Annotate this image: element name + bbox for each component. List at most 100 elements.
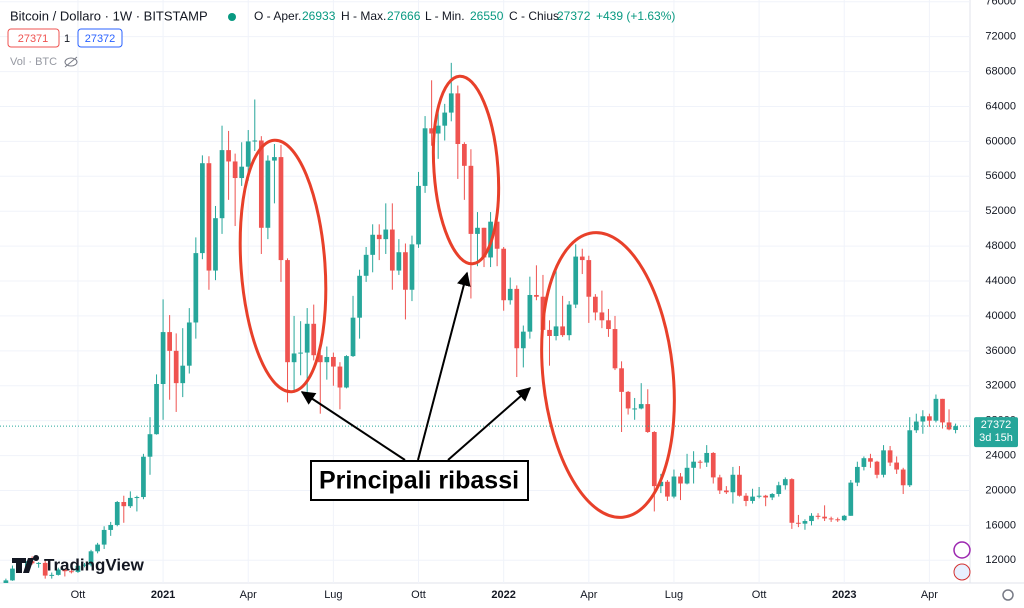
candle-body bbox=[55, 569, 61, 575]
candle-body bbox=[619, 368, 624, 392]
candle-body bbox=[520, 331, 526, 349]
candle-body bbox=[566, 304, 572, 336]
status-dot bbox=[228, 13, 236, 21]
alert-icon[interactable] bbox=[953, 541, 971, 559]
y-tick-label: 12000 bbox=[985, 554, 1016, 566]
candle-body bbox=[481, 227, 487, 258]
arrow bbox=[417, 271, 471, 461]
candle-body bbox=[226, 150, 231, 162]
last-price-value: 27372 bbox=[981, 419, 1012, 431]
candle-body bbox=[291, 353, 297, 363]
y-tick-label: 60000 bbox=[985, 135, 1016, 147]
candle-body bbox=[311, 323, 317, 356]
candle-body bbox=[416, 185, 421, 245]
candle-body bbox=[462, 144, 467, 166]
candle-body bbox=[82, 564, 87, 566]
y-tick-label: 20000 bbox=[985, 484, 1016, 496]
candle-body bbox=[370, 234, 376, 255]
candle-body bbox=[769, 493, 775, 498]
ask-box[interactable] bbox=[77, 28, 123, 48]
candle-body bbox=[180, 365, 186, 384]
candle-body bbox=[448, 93, 454, 113]
candle-body bbox=[108, 524, 114, 530]
candle-body bbox=[678, 476, 683, 484]
highlight-ellipse bbox=[431, 74, 501, 266]
candle-body bbox=[265, 160, 271, 228]
candle-body bbox=[900, 469, 906, 486]
x-tick-label: Apr bbox=[580, 589, 597, 601]
x-tick-label: Lug bbox=[324, 589, 342, 601]
candle-body bbox=[272, 157, 277, 161]
candle-body bbox=[730, 474, 736, 493]
y-tick-label: 52000 bbox=[985, 205, 1016, 217]
x-tick-label: Apr bbox=[240, 589, 257, 601]
candle-body bbox=[331, 356, 336, 367]
candle-body bbox=[121, 502, 127, 507]
y-tick-label: 48000 bbox=[985, 240, 1016, 252]
candle-body bbox=[186, 322, 192, 366]
y-tick-label: 32000 bbox=[985, 380, 1016, 392]
candle-body bbox=[317, 355, 323, 363]
candle-body bbox=[154, 384, 159, 435]
candle-body bbox=[920, 416, 926, 422]
x-tick-label: Ott bbox=[752, 589, 767, 601]
candle-body bbox=[3, 580, 9, 583]
currency-icon[interactable] bbox=[953, 563, 971, 581]
candle-body bbox=[671, 476, 677, 497]
close-value: 27372 bbox=[557, 9, 591, 23]
candle-body bbox=[560, 326, 565, 336]
high-label: H - Max. bbox=[341, 9, 386, 23]
candle-body bbox=[298, 352, 303, 354]
candle-body bbox=[632, 408, 638, 410]
y-tick-label: 16000 bbox=[985, 519, 1016, 531]
candle-body bbox=[357, 275, 362, 318]
legend-header: Bitcoin / Dollaro · 1W · BITSTAMP O - Ap… bbox=[7, 8, 675, 68]
last-price-tag bbox=[974, 417, 1018, 448]
candle-body bbox=[429, 128, 434, 134]
hide-icon[interactable] bbox=[64, 56, 78, 68]
candle-body bbox=[75, 565, 81, 572]
candle-body bbox=[49, 574, 55, 576]
bid-box[interactable] bbox=[7, 28, 60, 48]
candle-body bbox=[927, 416, 932, 421]
x-tick-label: 2021 bbox=[151, 589, 175, 601]
candle-body bbox=[684, 467, 690, 484]
candle-body bbox=[245, 141, 251, 167]
candle-body bbox=[501, 248, 507, 301]
candle-body bbox=[62, 569, 68, 572]
candle-body bbox=[651, 432, 657, 487]
countdown: 3d 15h bbox=[979, 432, 1013, 444]
candle-body bbox=[579, 256, 585, 261]
candle-body bbox=[606, 320, 611, 330]
candle-body bbox=[173, 350, 179, 384]
candle-body bbox=[809, 515, 814, 522]
logo-mark bbox=[12, 555, 40, 573]
candle-body bbox=[854, 466, 860, 483]
spread-value: 1 bbox=[64, 33, 70, 45]
candle-body bbox=[717, 477, 723, 491]
candle-body bbox=[514, 288, 520, 349]
y-tick-label: 44000 bbox=[985, 275, 1016, 287]
candle-body bbox=[363, 254, 369, 276]
settings-icon[interactable] bbox=[1002, 589, 1014, 601]
candle-body bbox=[219, 150, 225, 219]
close-label: C - Chius. bbox=[509, 9, 562, 23]
candle-body bbox=[134, 497, 140, 499]
candle-body bbox=[593, 296, 598, 313]
candle-body bbox=[625, 391, 631, 409]
candle-body bbox=[147, 434, 153, 457]
candle-body bbox=[868, 458, 873, 462]
candle-body bbox=[475, 227, 480, 234]
candle-body bbox=[835, 519, 841, 521]
candle-body bbox=[907, 430, 913, 486]
candle-body bbox=[828, 518, 834, 520]
candle-body bbox=[344, 356, 349, 388]
candle-body bbox=[468, 165, 474, 234]
candle-body bbox=[507, 288, 513, 301]
candle-body bbox=[665, 481, 670, 497]
high-value: 27666 bbox=[387, 9, 421, 23]
candle-body bbox=[494, 221, 500, 249]
